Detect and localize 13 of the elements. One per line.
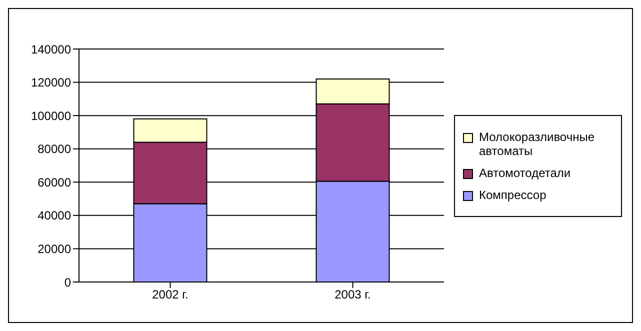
legend-label: Автомотодетали [479, 166, 571, 180]
y-tick-label: 100000 [30, 108, 72, 123]
y-tick-label: 60000 [38, 175, 72, 190]
x-tick-label: 2002 г. [152, 288, 188, 302]
y-tick-label: 20000 [38, 242, 72, 256]
legend-label: Компрессор [479, 188, 546, 202]
y-tick-label: 140000 [30, 42, 72, 56]
y-tick-label: 40000 [38, 208, 72, 223]
y-tick-label: 0 [64, 275, 72, 290]
legend-label: Молокоразливочные автоматы [479, 130, 596, 158]
x-tick-label: 2003 г. [334, 288, 371, 302]
y-tick-label: 80000 [38, 142, 72, 156]
y-tick-label: 120000 [30, 76, 72, 90]
